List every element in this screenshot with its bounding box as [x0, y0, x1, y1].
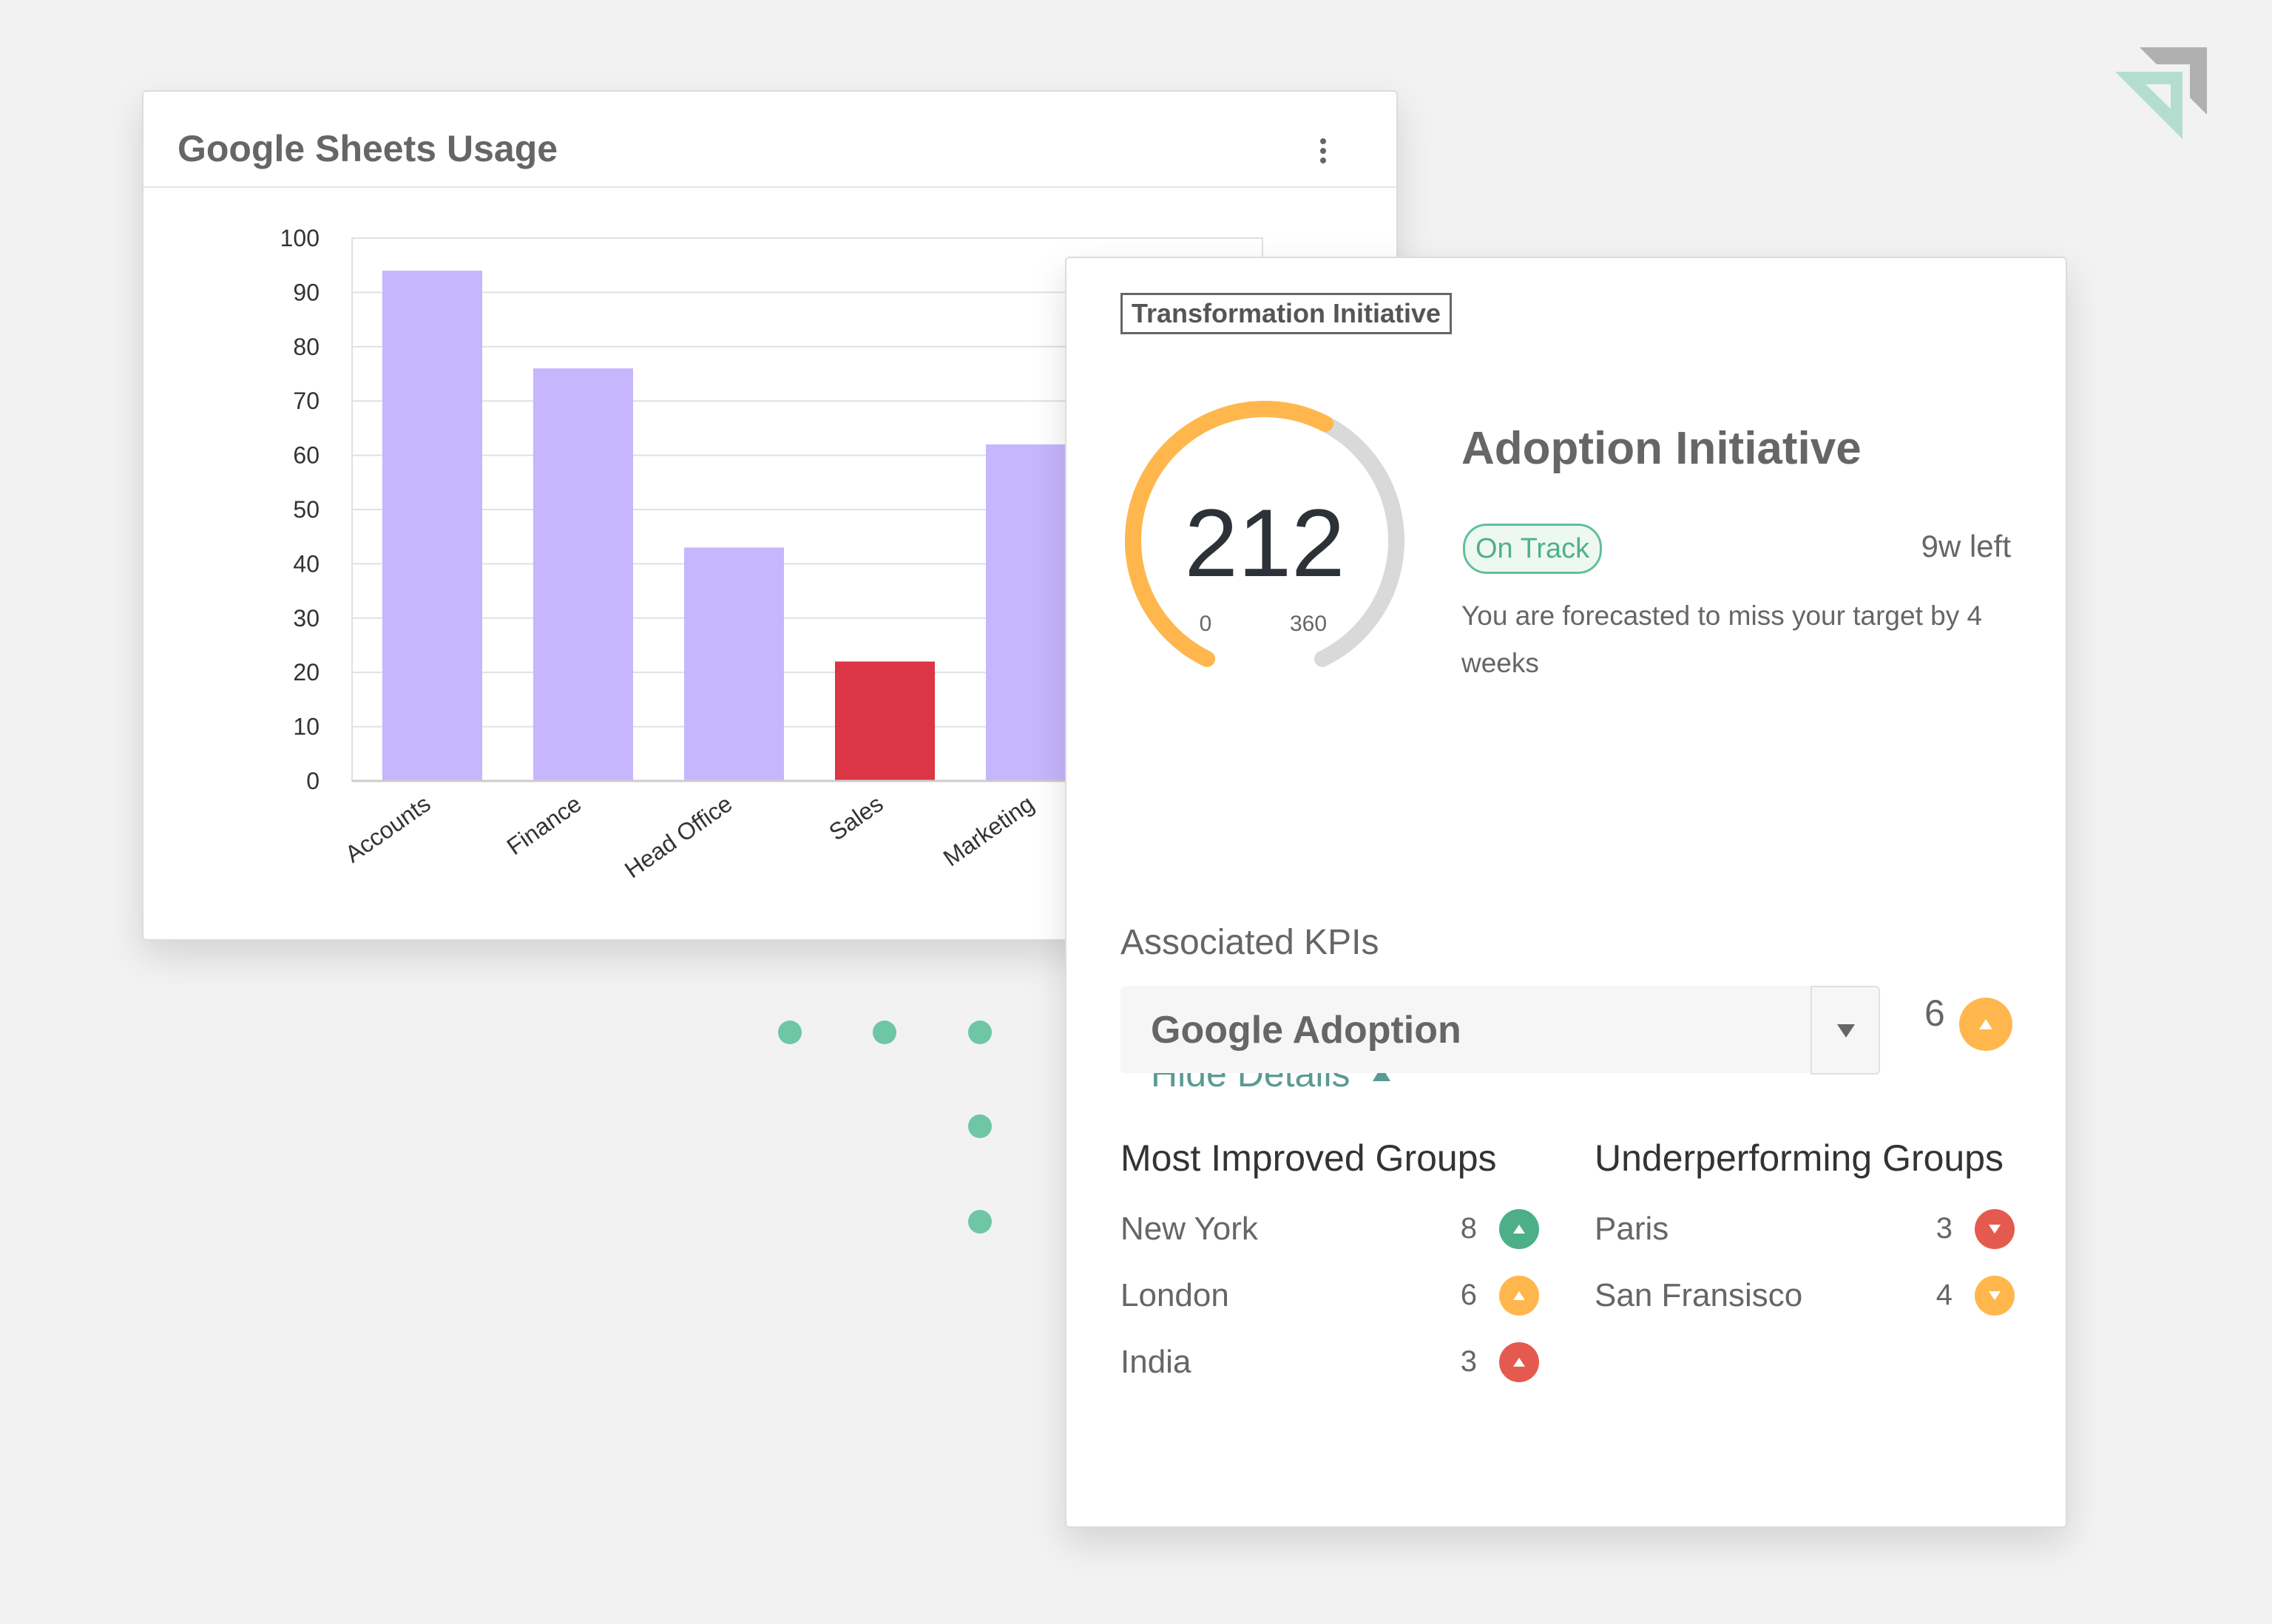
- group-value: 8: [1460, 1212, 1477, 1245]
- group-value: 3: [1460, 1345, 1477, 1378]
- gauge-value: 212: [1185, 489, 1345, 597]
- group-value: 3: [1935, 1212, 1952, 1245]
- kpi-dropdown[interactable]: Google Adoption: [1120, 986, 1880, 1075]
- y-tick-label: 50: [293, 496, 320, 523]
- bar-chart: 0 10 20 30 40 50 60 70 80 90 100 Accounts Finance Hea…: [280, 225, 1263, 883]
- decor-dot: [873, 1021, 896, 1044]
- time-left: 9w left: [1921, 529, 2011, 564]
- more-vertical-icon[interactable]: [1316, 135, 1331, 179]
- bar-finance: [533, 368, 633, 781]
- trend-down-icon: [1975, 1209, 2015, 1249]
- trend-down-icon: [1975, 1276, 2015, 1316]
- group-name: London: [1120, 1277, 1229, 1313]
- y-tick-label: 70: [293, 388, 320, 414]
- bar-head-office: [684, 547, 784, 781]
- gauge-max: 360: [1290, 612, 1327, 636]
- decor-dot: [968, 1114, 992, 1138]
- kpi-selected-value: Google Adoption: [1151, 1009, 1461, 1052]
- initiative-card: Transformation Initiative 212 0 360 Adop…: [1065, 257, 2067, 1528]
- progress-gauge: 212 0 360: [1124, 401, 1404, 667]
- group-value: 6: [1460, 1279, 1477, 1311]
- kpi-label: Associated KPIs: [1120, 923, 1379, 962]
- initiative-title: Adoption Initiative: [1461, 423, 1862, 474]
- kpi-count: 6: [1924, 992, 1945, 1034]
- group-name: Paris: [1595, 1211, 1669, 1247]
- y-tick-label: 20: [293, 659, 320, 686]
- dropdown-toggle[interactable]: [1810, 986, 1880, 1075]
- status-badge: On Track: [1463, 524, 1603, 574]
- y-tick-label: 30: [293, 605, 320, 632]
- most-improved-title: Most Improved Groups: [1120, 1137, 1497, 1179]
- bar-accounts: [382, 271, 482, 781]
- y-tick-label: 60: [293, 442, 320, 469]
- decor-dot: [778, 1021, 802, 1044]
- x-tick-label: Sales: [824, 790, 888, 845]
- y-tick-label: 100: [280, 225, 320, 251]
- divider: [143, 186, 1396, 188]
- gauge-min: 0: [1200, 612, 1212, 636]
- group-name: New York: [1120, 1211, 1258, 1247]
- decor-dot: [968, 1210, 992, 1234]
- bar-sales: [835, 661, 935, 781]
- forecast-text: You are forecasted to miss your target b…: [1461, 600, 1983, 678]
- x-tick-label: Marketing: [939, 790, 1039, 871]
- x-tick-label: Head Office: [620, 790, 737, 883]
- trend-up-icon: [1499, 1276, 1539, 1316]
- group-value: 4: [1935, 1279, 1952, 1311]
- group-name: India: [1120, 1344, 1191, 1380]
- underperforming-title: Underperforming Groups: [1595, 1137, 2004, 1179]
- group-name: San Fransisco: [1595, 1277, 1803, 1313]
- initiative-tag: Transformation Initiative: [1120, 293, 1453, 334]
- brand-logo-icon: [2115, 47, 2207, 139]
- trend-up-icon: [1499, 1342, 1539, 1382]
- chevron-down-icon: [1837, 1024, 1855, 1038]
- trend-up-icon: [1959, 998, 2012, 1051]
- decor-dot: [968, 1021, 992, 1044]
- x-tick-label: Accounts: [340, 790, 435, 867]
- y-tick-label: 40: [293, 550, 320, 577]
- y-tick-label: 10: [293, 714, 320, 740]
- y-tick-label: 0: [306, 768, 320, 794]
- y-tick-label: 90: [293, 279, 320, 305]
- x-tick-label: Finance: [502, 790, 586, 860]
- y-tick-label: 80: [293, 334, 320, 360]
- gauge-value-arc: [1124, 401, 1333, 667]
- trend-up-icon: [1499, 1209, 1539, 1249]
- card-title: Google Sheets Usage: [178, 128, 558, 169]
